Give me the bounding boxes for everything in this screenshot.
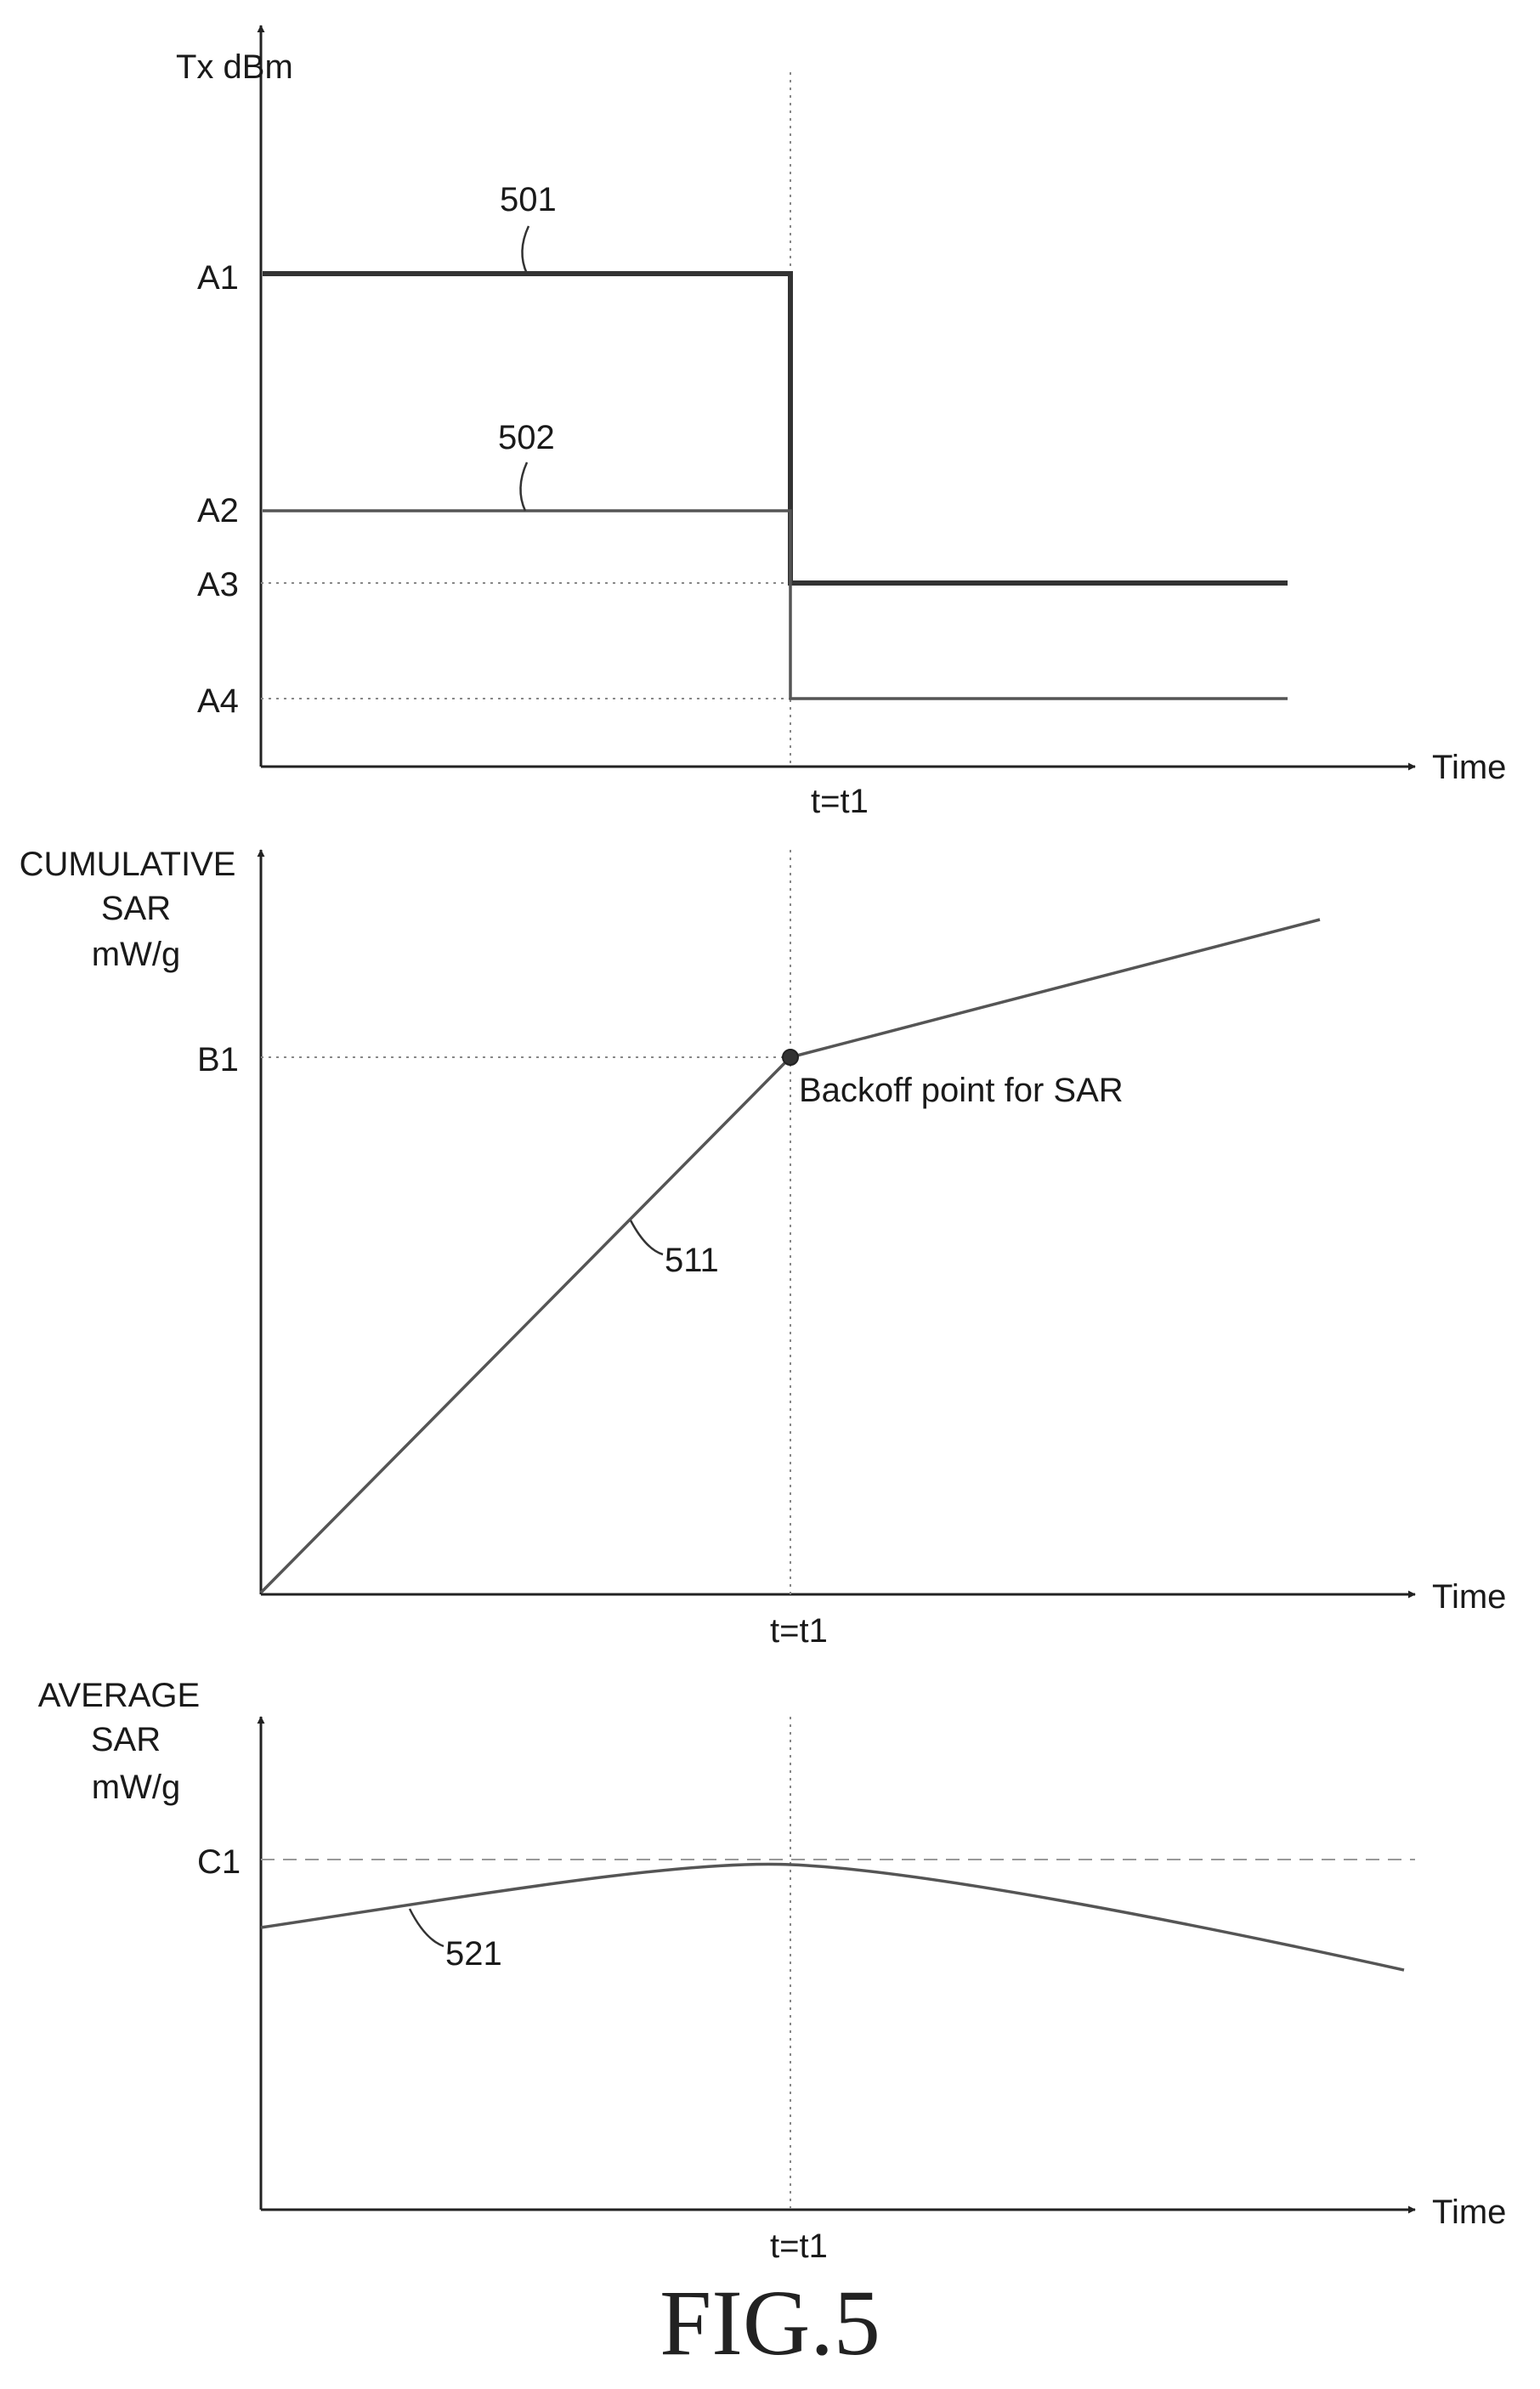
- y-level-a2: A2: [197, 492, 239, 529]
- y-level-a1: A1: [197, 259, 239, 297]
- panel3-x-axis-label: Time: [1432, 2194, 1506, 2231]
- panel1-t1-label: t=t1: [811, 783, 869, 820]
- series-511-label: 511: [665, 1242, 719, 1279]
- panel3-t1-label: t=t1: [770, 2228, 828, 2265]
- backoff-point-marker: [782, 1049, 799, 1066]
- panel-cumulative-sar: CUMULATIVE SAR mW/g Time B1 Backoff poin…: [20, 846, 1507, 1650]
- panel3-y-axis-label-line3: mW/g: [92, 1769, 180, 1806]
- panel2-y-axis-label-line2: SAR: [101, 890, 171, 927]
- y-level-a3: A3: [197, 566, 239, 603]
- series-502-line: [263, 509, 1288, 700]
- y-level-b1: B1: [197, 1041, 239, 1078]
- panel-average-sar: AVERAGE SAR mW/g Time C1 521 t=t1: [38, 1677, 1507, 2265]
- panel-tx-power: Tx dBm Time A1 A2 A3 A4 501 502 t=t1: [176, 25, 1506, 820]
- series-521-label: 521: [445, 1935, 502, 1973]
- series-501-line: [263, 271, 1288, 586]
- series-501-label: 501: [500, 181, 557, 218]
- series-501-leader: [521, 225, 530, 275]
- series-502-leader: [519, 461, 529, 512]
- panel2-t1-label: t=t1: [770, 1612, 828, 1650]
- series-502-label: 502: [498, 419, 555, 456]
- backoff-point-annotation: Backoff point for SAR: [799, 1072, 1124, 1109]
- panel2-y-axis-label-line1: CUMULATIVE: [20, 846, 236, 883]
- figure-caption: FIG.5: [660, 2271, 880, 2375]
- y-level-a4: A4: [197, 682, 239, 720]
- panel2-y-axis-label-line3: mW/g: [92, 936, 180, 973]
- y-level-c1: C1: [197, 1843, 241, 1881]
- series-521-line: [260, 1862, 1405, 1972]
- series-511-leader: [629, 1220, 664, 1256]
- panel2-x-axis-label: Time: [1432, 1578, 1506, 1616]
- panel1-x-axis-label: Time: [1432, 749, 1506, 786]
- panel3-y-axis-label-line2: SAR: [91, 1721, 161, 1758]
- panel1-y-axis-label: Tx dBm: [176, 48, 293, 86]
- series-521-leader: [408, 1908, 444, 1948]
- panel3-y-axis-label-line1: AVERAGE: [38, 1677, 200, 1714]
